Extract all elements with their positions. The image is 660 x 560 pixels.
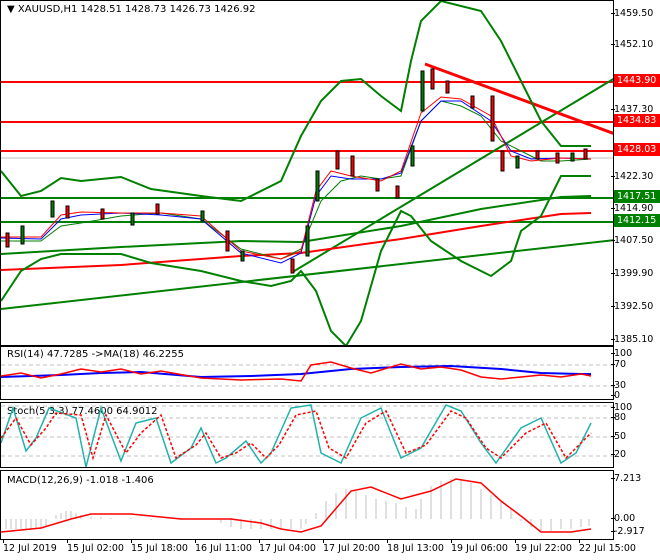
stoch-header: Stoch(5,3,3) 77.4600 64.9012 xyxy=(7,406,158,417)
stoch-tick: 20 xyxy=(610,449,627,460)
price-tick: 1452.10 xyxy=(610,39,654,50)
macd-pane[interactable]: MACD(12,26,9) -1.018 -1.406 xyxy=(0,470,614,540)
price-tick: 1385.10 xyxy=(610,334,654,345)
collapse-triangle-icon[interactable]: ▼ xyxy=(7,4,15,15)
time-tick: 15 Jul 18:00 xyxy=(131,539,188,554)
time-tick: 19 Jul 22:00 xyxy=(515,539,572,554)
macd-tick: -2.917 xyxy=(611,526,645,537)
price-tick: 1422.30 xyxy=(610,171,654,182)
rsi-tick: 30 xyxy=(610,380,627,391)
price-tick: 1459.50 xyxy=(610,8,654,19)
macd-canvas xyxy=(1,478,592,533)
time-tick: 15 Jul 02:00 xyxy=(67,539,124,554)
rsi-pane[interactable]: RSI(14) 47.7285 ->MA(18) 46.2255 xyxy=(0,346,614,400)
rsi-tick: 100 xyxy=(610,348,633,359)
price-tick: 1399.90 xyxy=(610,268,654,279)
stoch-tick: 80 xyxy=(610,412,627,423)
time-tick: 17 Jul 04:00 xyxy=(259,539,316,554)
symbol-ohlc: XAUUSD,H1 1428.51 1428.73 1426.73 1426.9… xyxy=(17,4,256,15)
price-tick: 1414.90 xyxy=(610,203,654,214)
macd-axis: 7.213 0.00 -2.917 xyxy=(610,470,660,540)
time-tick: 12 Jul 2019 xyxy=(3,539,57,554)
price-tick: 1437.30 xyxy=(610,104,654,115)
stoch-canvas xyxy=(1,404,613,467)
stoch-axis: 100 80 50 20 xyxy=(610,402,660,468)
level-label-red: 1443.90 xyxy=(614,74,660,87)
price-chart-canvas xyxy=(1,1,613,345)
time-tick: 17 Jul 20:00 xyxy=(323,539,380,554)
macd-tick: 7.213 xyxy=(610,473,642,484)
time-tick: 18 Jul 13:00 xyxy=(387,539,444,554)
level-label-red: 1434.83 xyxy=(614,114,660,127)
chart-header: ▼ XAUUSD,H1 1428.51 1428.73 1426.73 1426… xyxy=(7,4,255,15)
time-tick: 19 Jul 06:00 xyxy=(451,539,508,554)
stoch-tick: 50 xyxy=(610,431,627,442)
level-label-green: 1412.15 xyxy=(614,214,660,227)
stoch-tick: 100 xyxy=(610,402,633,413)
price-tick: 1392.50 xyxy=(610,301,654,312)
price-axis: 1459.50 1452.10 1437.30 1422.30 1414.90 … xyxy=(610,0,660,346)
time-tick: 16 Jul 11:00 xyxy=(195,539,252,554)
rsi-tick: 70 xyxy=(610,359,627,370)
stochastic-pane[interactable]: Stoch(5,3,3) 77.4600 64.9012 xyxy=(0,402,614,468)
rsi-axis: 100 70 30 0 xyxy=(610,346,660,401)
rsi-header: RSI(14) 47.7285 ->MA(18) 46.2255 xyxy=(7,349,184,360)
level-label-red: 1428.03 xyxy=(614,143,660,156)
price-chart-pane[interactable]: ▼ XAUUSD,H1 1428.51 1428.73 1426.73 1426… xyxy=(0,0,614,346)
rsi-canvas xyxy=(1,361,613,387)
macd-header: MACD(12,26,9) -1.018 -1.406 xyxy=(7,475,154,486)
price-tick: 1407.50 xyxy=(610,235,654,246)
level-label-green: 1417.51 xyxy=(614,190,660,203)
rsi-tick: 0 xyxy=(610,390,621,401)
time-tick: 22 Jul 15:00 xyxy=(579,539,636,554)
macd-tick: 0.00 xyxy=(610,513,636,524)
